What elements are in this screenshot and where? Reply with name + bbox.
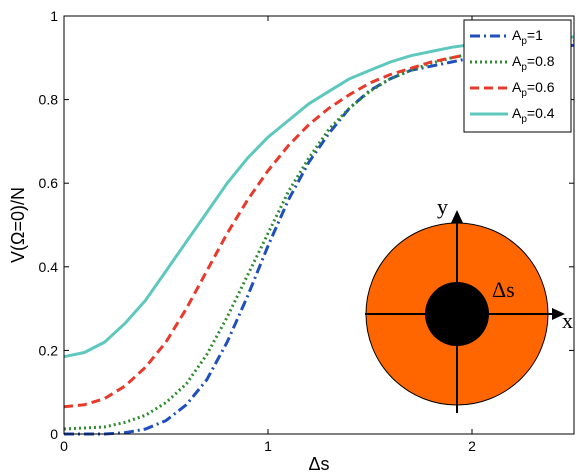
legend-label-4: Ap=0.4 — [512, 105, 555, 125]
y-tick-label: 0.6 — [39, 175, 59, 191]
legend-label-3: Ap=0.6 — [512, 79, 555, 99]
x-tick-label: 2 — [468, 438, 476, 454]
inset-diagram: y x Δs — [365, 194, 573, 413]
y-tick-label: 1 — [50, 8, 58, 24]
series-line-4 — [63, 35, 575, 359]
x-tick-label: 1 — [264, 438, 272, 454]
series-line-3 — [63, 37, 575, 409]
inset-x-label: x — [562, 308, 573, 333]
series-line-1 — [64, 43, 575, 436]
legend: Ap=1 Ap=0.8 Ap=0.6 Ap=0.4 — [463, 19, 572, 133]
x-tick-label: 0 — [60, 438, 68, 454]
legend-label-1: Ap=1 — [512, 27, 543, 47]
inset-x-arrowhead — [552, 308, 565, 320]
y-tick-group: 0 0.2 0.4 0.6 0.8 1 — [39, 8, 574, 442]
x-axis-label: Δs — [308, 454, 329, 474]
y-axis-label: V(Ω=0)/N — [8, 187, 28, 263]
plot-frame — [63, 15, 575, 435]
legend-label-2: Ap=0.8 — [512, 53, 555, 73]
series-group — [63, 35, 575, 436]
inset-y-arrowhead — [451, 210, 463, 223]
y-tick-label: 0.4 — [39, 259, 59, 275]
y-tick-label: 0.8 — [39, 92, 59, 108]
y-tick-label: 0.2 — [39, 342, 59, 358]
y-tick-label: 0 — [50, 426, 58, 442]
inset-y-label: y — [437, 194, 448, 219]
inset-shift-label: Δs — [492, 277, 515, 302]
